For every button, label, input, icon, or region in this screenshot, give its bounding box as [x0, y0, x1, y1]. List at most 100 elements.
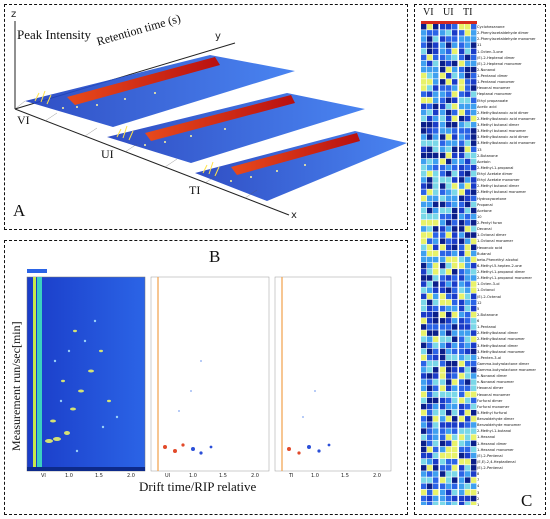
- fingerprint-cell: [471, 164, 477, 171]
- fingerprint-cell: [471, 244, 477, 251]
- fingerprint-cell: [446, 318, 452, 324]
- fingerprint-cell: [471, 134, 477, 140]
- fingerprint-cell: [433, 232, 439, 238]
- fingerprint-cell: [446, 416, 452, 422]
- fingerprint-cell: [452, 342, 458, 349]
- fingerprint-cell: [459, 140, 465, 146]
- fingerprint-cell: [440, 416, 446, 422]
- fingerprint-cell: [446, 226, 452, 232]
- fingerprint-cell: [471, 158, 477, 165]
- fingerprint-cell: [421, 36, 427, 42]
- fingerprint-row-label: 2-Methyl-1-propanal: [477, 165, 514, 170]
- fingerprint-cell: [459, 73, 465, 79]
- fingerprint-cell: [465, 152, 471, 159]
- fingerprint-cell: [421, 226, 427, 232]
- fingerprint-cell: [459, 177, 465, 183]
- fingerprint-cell: [433, 501, 439, 505]
- fingerprint-cell: [421, 134, 427, 140]
- fingerprint-row-label: 13: [477, 147, 482, 152]
- fingerprint-cell: [459, 220, 465, 226]
- fingerprint-cell: [465, 354, 471, 361]
- fingerprint-cell: [465, 348, 471, 355]
- fingerprint-cell: [440, 103, 446, 110]
- fingerprint-cell: [459, 30, 465, 36]
- fingerprint-cell: [471, 489, 477, 496]
- fingerprint-cell: [446, 483, 452, 490]
- fingerprint-cell: [452, 379, 458, 385]
- fingerprint-cell: [452, 30, 458, 36]
- fingerprint-cell: [459, 195, 465, 202]
- fingerprint-cell: [471, 103, 477, 110]
- fingerprint-row-label: 1-Pentanol: [477, 325, 497, 330]
- fingerprint-cell: [446, 354, 452, 361]
- fingerprint-cell: [452, 293, 458, 300]
- fingerprint-cell: [440, 336, 446, 342]
- fingerprint-cell: [465, 103, 471, 110]
- fingerprint-cell: [471, 183, 477, 189]
- fingerprint-cell: [459, 379, 465, 385]
- fingerprint-cell: [427, 311, 433, 318]
- fingerprint-row-label: 1-Penten-3-ol: [477, 355, 502, 360]
- fingerprint-cell: [421, 103, 427, 110]
- fingerprint-row-label: Furfural monomer: [477, 404, 510, 409]
- fingerprint-row-label: 8: [477, 472, 480, 477]
- fingerprint-cell: [427, 36, 433, 42]
- fingerprint-row-label: beta-Phenethyl alcohol: [477, 257, 519, 262]
- fingerprint-cell: [427, 66, 433, 73]
- fingerprint-cell: [459, 367, 465, 373]
- fingerprint-cell: [433, 158, 439, 165]
- fingerprint-cell: [421, 189, 427, 195]
- fingerprint-cell: [433, 91, 439, 97]
- fingerprint-cell: [471, 30, 477, 36]
- fingerprint-cell: [465, 458, 471, 465]
- fingerprint-cell: [459, 79, 465, 85]
- fingerprint-cell: [433, 122, 439, 128]
- fingerprint-cell: [471, 452, 477, 459]
- fingerprint-cell: [452, 354, 458, 361]
- fingerprint-row-label: 1-Hexanol: [477, 435, 496, 440]
- fingerprint-cell: [452, 483, 458, 490]
- fingerprint-cell: [459, 452, 465, 459]
- fingerprint-cell: [446, 238, 452, 244]
- fingerprint-cell: [440, 213, 446, 220]
- fingerprint-cell: [471, 171, 477, 177]
- fingerprint-cell: [440, 244, 446, 251]
- fingerprint-cell: [427, 140, 433, 146]
- ui-xtick-1: 1.0: [189, 473, 197, 479]
- fingerprint-cell: [471, 152, 477, 159]
- fingerprint-cell: [440, 299, 446, 306]
- fingerprint-cell: [433, 397, 439, 404]
- fingerprint-cell: [471, 348, 477, 355]
- fingerprint-cell: [465, 189, 471, 195]
- fingerprint-cell: [427, 385, 433, 391]
- fingerprint-col-ti: TI: [463, 7, 473, 18]
- fingerprint-cell: [440, 158, 446, 165]
- fingerprint-cell: [471, 483, 477, 490]
- fingerprint-row-label: 2-Butanone: [477, 153, 498, 158]
- fingerprint-cell: [421, 416, 427, 422]
- panel-c: VI UI TI Cyclohexanone 2-Phenylacetaldehy…: [414, 4, 546, 515]
- fingerprint-cell: [459, 226, 465, 232]
- fingerprint-cell: [427, 422, 433, 428]
- fingerprint-cell: [465, 66, 471, 73]
- fingerprint-cell: [421, 85, 427, 91]
- fingerprint-cell: [421, 66, 427, 73]
- fingerprint-cell: [459, 489, 465, 496]
- fingerprint-cell: [471, 213, 477, 220]
- fingerprint-cell: [452, 158, 458, 165]
- fingerprint-cell: [427, 471, 433, 477]
- fingerprint-cell: [427, 342, 433, 349]
- fingerprint-cell: [459, 183, 465, 189]
- fingerprint-cell: [433, 109, 439, 116]
- fingerprint-cell: [465, 213, 471, 220]
- fingerprint-cell: [421, 128, 427, 134]
- fingerprint-cell: [452, 164, 458, 171]
- fingerprint-cell: [440, 397, 446, 404]
- fingerprint-cell: [459, 146, 465, 153]
- fingerprint-cell: [421, 183, 427, 189]
- fingerprint-row-label: 2-Methyl-1-propanol dimer: [477, 270, 526, 275]
- fingerprint-cell: [452, 183, 458, 189]
- fingerprint-cell: [433, 256, 439, 263]
- fingerprint-cell: [465, 183, 471, 189]
- fingerprint-cell: [459, 354, 465, 361]
